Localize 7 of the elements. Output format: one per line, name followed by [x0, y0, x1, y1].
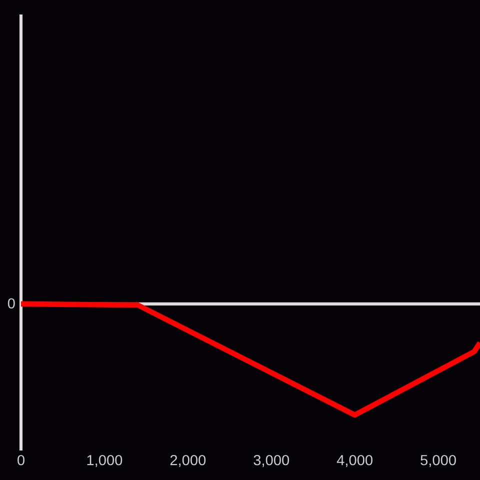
x-tick-label: 2,000: [170, 454, 206, 467]
x-tick-label: 0: [18, 454, 24, 466]
x-tick-label: 5,000: [420, 454, 456, 467]
x-tick-label: 3,000: [254, 454, 290, 467]
x-tick-label: 4,000: [336, 454, 372, 467]
x-tick-label: 1,000: [87, 454, 122, 467]
text: 0: [8, 298, 15, 309]
